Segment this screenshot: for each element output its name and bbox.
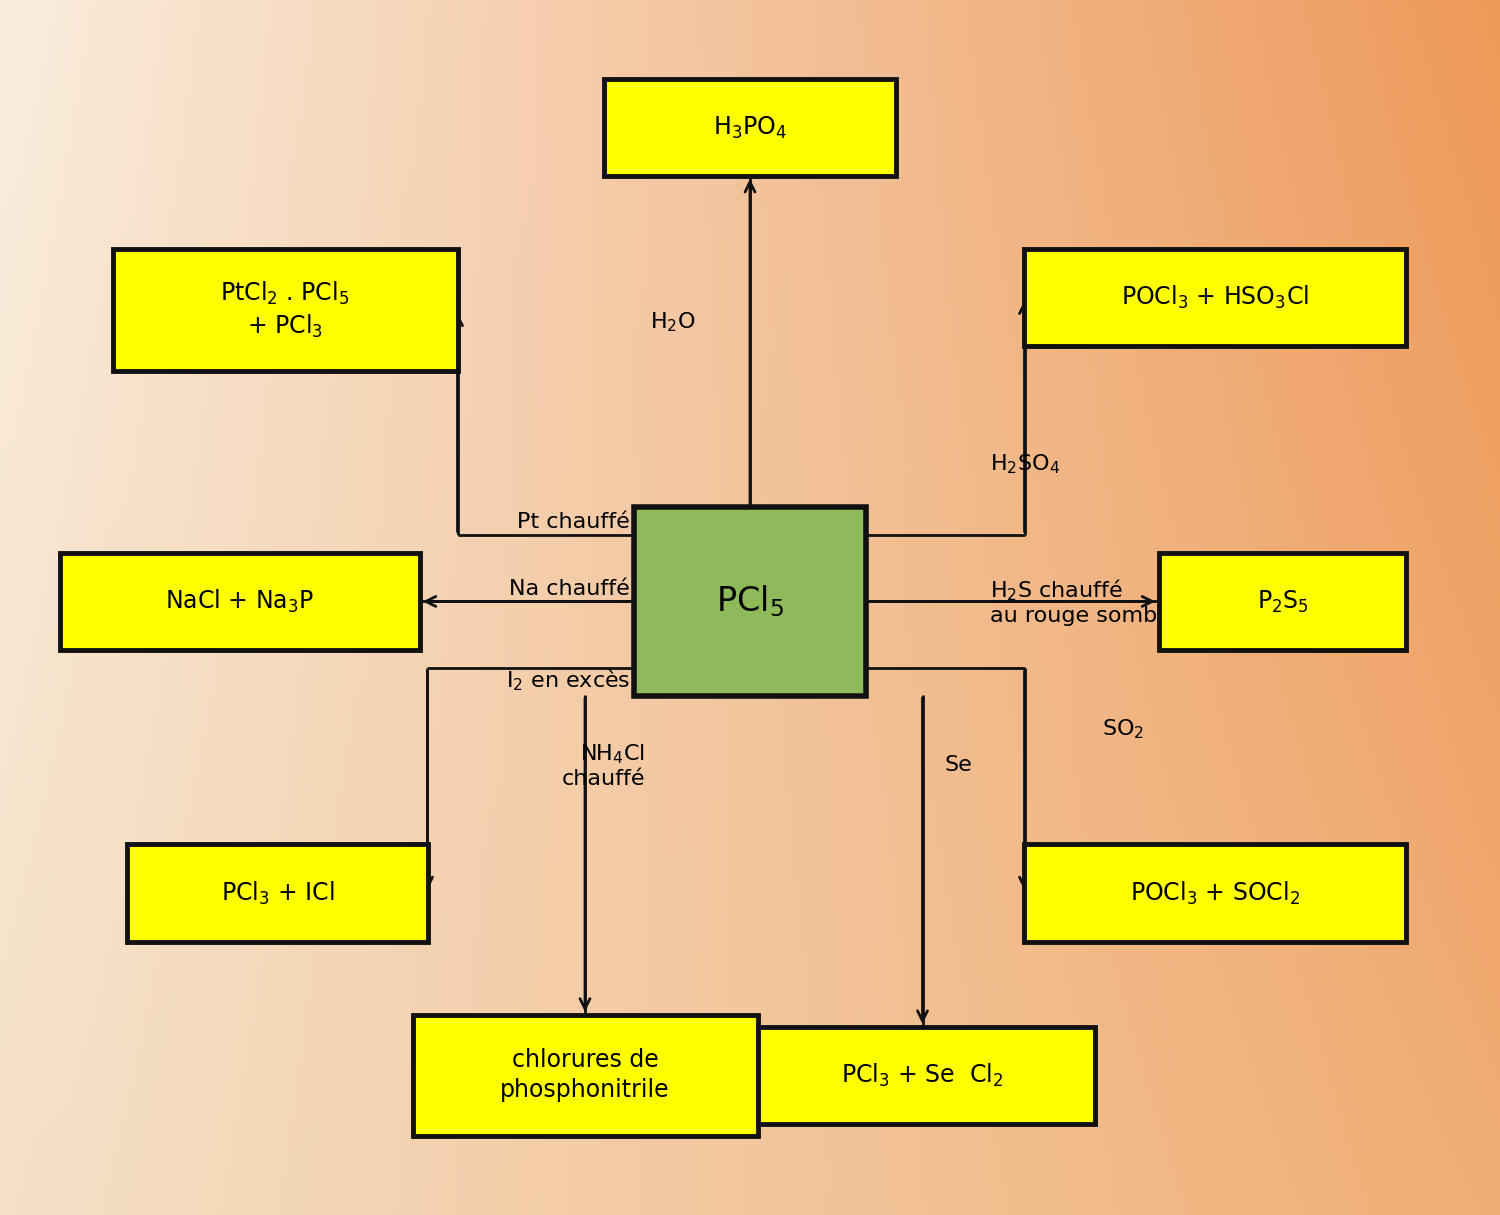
FancyBboxPatch shape	[633, 508, 867, 695]
Text: H$_2$O: H$_2$O	[651, 310, 696, 334]
Text: POCl$_3$ + SOCl$_2$: POCl$_3$ + SOCl$_2$	[1130, 880, 1300, 906]
FancyBboxPatch shape	[128, 844, 427, 942]
Text: chlorures de
phosphonitrile: chlorures de phosphonitrile	[500, 1049, 670, 1102]
Text: PtCl$_2$ . PCl$_5$
+ PCl$_3$: PtCl$_2$ . PCl$_5$ + PCl$_3$	[220, 279, 350, 340]
FancyBboxPatch shape	[112, 249, 458, 371]
FancyBboxPatch shape	[1024, 844, 1407, 942]
FancyBboxPatch shape	[60, 553, 420, 650]
FancyBboxPatch shape	[750, 1027, 1095, 1124]
Text: PCl$_5$: PCl$_5$	[716, 583, 784, 620]
Text: SO$_2$: SO$_2$	[1102, 717, 1144, 741]
Text: H$_2$S chauffé
au rouge sombre: H$_2$S chauffé au rouge sombre	[990, 577, 1179, 626]
Text: H$_3$PO$_4$: H$_3$PO$_4$	[712, 114, 788, 141]
Text: PCl$_3$ + ICl: PCl$_3$ + ICl	[220, 880, 334, 906]
FancyBboxPatch shape	[1158, 553, 1407, 650]
FancyBboxPatch shape	[1024, 249, 1407, 346]
Text: I$_2$ en excès: I$_2$ en excès	[506, 667, 630, 694]
Text: P$_2$S$_5$: P$_2$S$_5$	[1257, 588, 1308, 615]
FancyBboxPatch shape	[603, 79, 896, 176]
Text: Na chauffé: Na chauffé	[509, 580, 630, 599]
Text: NaCl + Na$_3$P: NaCl + Na$_3$P	[165, 588, 315, 615]
Text: NH$_4$Cl
chauffé: NH$_4$Cl chauffé	[561, 742, 645, 789]
Text: Pt chauffé: Pt chauffé	[518, 513, 630, 532]
Text: POCl$_3$ + HSO$_3$Cl: POCl$_3$ + HSO$_3$Cl	[1120, 284, 1310, 311]
Text: H$_2$SO$_4$: H$_2$SO$_4$	[990, 452, 1060, 476]
Text: PCl$_3$ + Se  Cl$_2$: PCl$_3$ + Se Cl$_2$	[842, 1062, 1004, 1089]
Text: Se: Se	[945, 756, 972, 775]
FancyBboxPatch shape	[413, 1015, 758, 1136]
